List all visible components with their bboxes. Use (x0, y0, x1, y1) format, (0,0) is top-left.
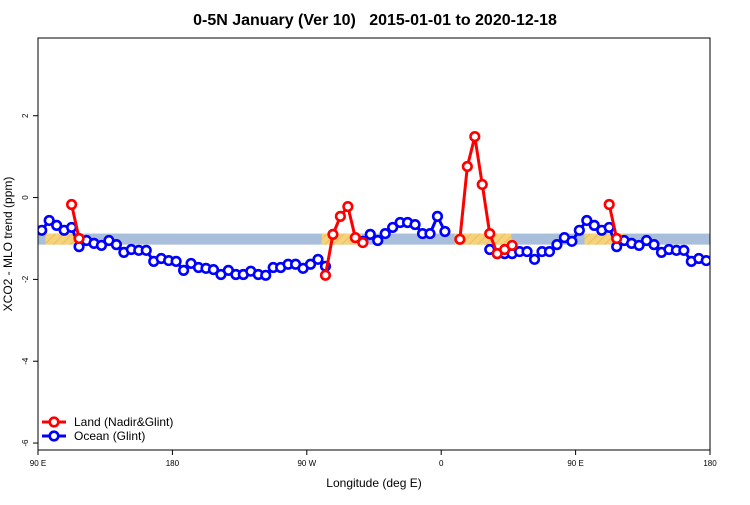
data-point (312, 253, 324, 265)
data-point (372, 234, 384, 247)
data-point (334, 210, 347, 222)
data-point (424, 227, 436, 240)
data-point (506, 239, 518, 252)
data-point (110, 239, 122, 251)
legend-marker (48, 416, 60, 428)
data-point (357, 236, 369, 249)
y-tick-label: 2 (21, 113, 30, 118)
data-point (543, 245, 556, 258)
data-point (603, 198, 615, 211)
x-axis-label: Longitude (deg E) (326, 476, 421, 490)
land-band (584, 233, 625, 245)
data-point (566, 235, 578, 247)
plot-frame (37, 37, 711, 451)
y-tick-label: -4 (21, 357, 30, 365)
x-tick-label: 0 (439, 459, 444, 468)
data-point (387, 221, 399, 234)
data-point (349, 232, 361, 244)
x-tick-label: 180 (703, 459, 717, 468)
data-point (431, 210, 444, 222)
data-point (528, 253, 541, 265)
data-point (73, 232, 85, 245)
data-point (588, 219, 600, 231)
data-point (327, 228, 339, 240)
data-point (319, 269, 332, 281)
data-point (260, 269, 272, 281)
data-point (648, 239, 660, 251)
land-band (45, 233, 76, 245)
y-tick-label: 0 (21, 195, 30, 200)
plot-area (38, 131, 710, 281)
series-line (70, 136, 619, 276)
y-tick-label: -6 (21, 439, 30, 447)
data-point (461, 160, 473, 173)
legend-marker (48, 430, 60, 442)
data-point (573, 224, 585, 236)
data-point (581, 214, 593, 227)
land-band (321, 233, 363, 245)
data-point (700, 254, 710, 267)
y-axis-label: XCO2 - MLO trend (ppm) (1, 177, 15, 312)
data-point (51, 219, 63, 231)
x-tick-label: 90 E (567, 459, 583, 468)
data-point (38, 224, 48, 236)
data-point (484, 227, 496, 240)
x-tick-label: 180 (166, 459, 180, 468)
land-band (454, 233, 512, 245)
legend-label: Ocean (Glint) (74, 429, 145, 443)
data-point (95, 239, 108, 252)
x-tick-label: 90 W (297, 459, 316, 468)
data-point (43, 214, 55, 227)
data-point (476, 178, 488, 191)
data-point (611, 232, 623, 245)
data-point (178, 264, 190, 276)
chart-title: 0-5N January (Ver 10) 2015-01-01 to 2020… (193, 12, 557, 29)
data-point (170, 255, 182, 267)
data-point (379, 227, 391, 240)
data-point (304, 258, 317, 270)
data-point (207, 263, 220, 276)
data-point (409, 218, 421, 231)
legend-label: Land (Nadir&Glint) (74, 415, 173, 429)
y-tick-label: -2 (21, 275, 30, 283)
data-point (65, 198, 78, 211)
data-point (140, 244, 152, 256)
data-point (678, 244, 690, 256)
data-point (551, 239, 563, 251)
data-point (454, 233, 466, 245)
data-point (633, 239, 645, 252)
data-point (439, 225, 451, 238)
x-tick-label: 90 E (30, 459, 46, 468)
data-point (521, 245, 533, 258)
data-point (364, 228, 376, 240)
data-point (469, 131, 481, 143)
data-point (342, 200, 354, 213)
